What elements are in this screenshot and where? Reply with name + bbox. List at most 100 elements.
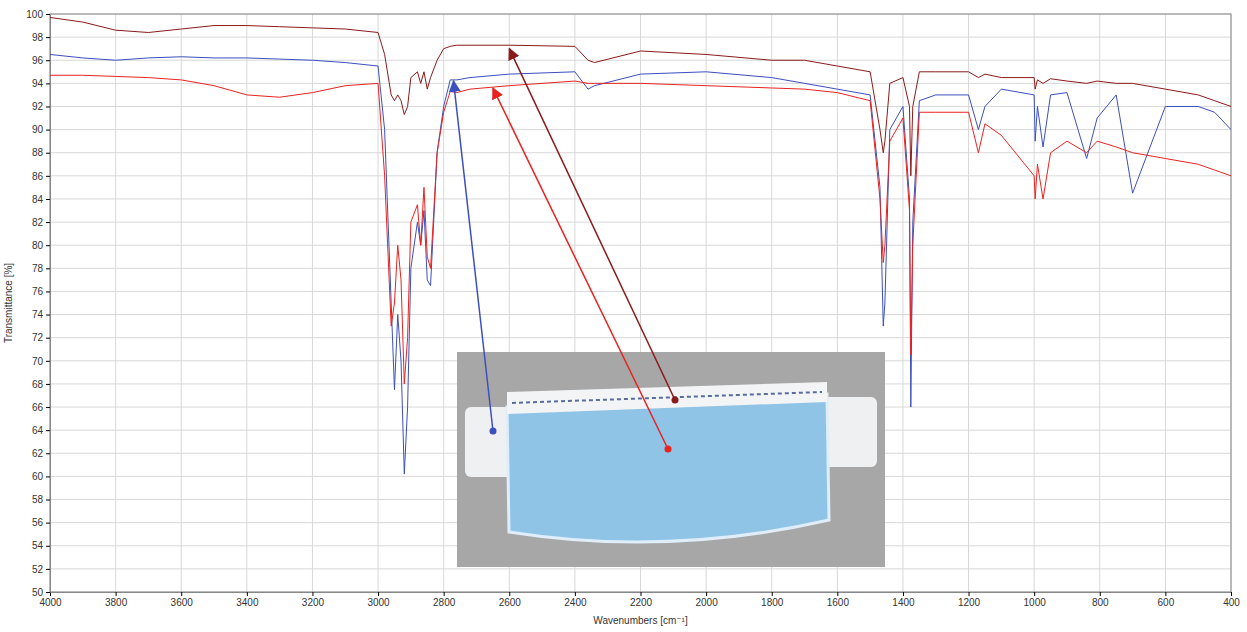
x-tick: 3400 [236, 592, 259, 608]
pointer-dot [665, 446, 672, 453]
y-tick-mark [46, 83, 50, 84]
grid-line-y [50, 222, 1231, 223]
grid-line-x [902, 14, 903, 592]
x-tick-label: 1400 [892, 597, 915, 608]
y-tick-label: 70 [32, 356, 44, 367]
plot-frame [50, 14, 1231, 592]
y-tick: 66 [32, 402, 50, 413]
y-tick-mark [46, 500, 50, 501]
x-tick: 3200 [302, 592, 325, 608]
x-tick-label: 2400 [564, 597, 587, 608]
y-axis-line [46, 15, 51, 593]
y-tick-label: 92 [32, 101, 44, 112]
x-tick: 2400 [564, 592, 587, 608]
y-tick-mark [46, 523, 50, 524]
x-axis-title: Wavenumbers [cm⁻¹] [593, 615, 688, 626]
y-tick-mark [46, 384, 50, 385]
x-tick-label: 3800 [105, 597, 128, 608]
y-tick-label: 80 [32, 240, 44, 251]
y-tick-mark [46, 569, 50, 570]
arrows [454, 49, 679, 453]
y-tick: 62 [32, 448, 50, 459]
y-tick: 84 [32, 194, 50, 205]
x-tick-mark [181, 592, 182, 596]
y-tick: 82 [32, 217, 50, 228]
y-tick-mark [46, 245, 50, 246]
grid-line-x [181, 14, 182, 592]
x-tick-mark [1165, 592, 1166, 596]
y-tick: 76 [32, 286, 50, 297]
y-tick-mark [46, 14, 50, 15]
x-tick-mark [575, 592, 576, 596]
y-tick-label: 56 [32, 517, 44, 528]
x-tick-mark [247, 592, 248, 596]
y-tick: 64 [32, 425, 50, 436]
y-tick-mark [46, 407, 50, 408]
y-tick-mark [46, 153, 50, 154]
x-tick-mark [772, 592, 773, 596]
x-tick: 2000 [695, 592, 718, 608]
y-tick: 78 [32, 263, 50, 274]
y-tick-mark [46, 106, 50, 107]
y-tick: 92 [32, 101, 50, 112]
y-tick: 100 [26, 9, 50, 20]
y-tick-label: 98 [32, 32, 44, 43]
y-tick: 98 [32, 32, 50, 43]
y-tick: 68 [32, 379, 50, 390]
x-tick: 3800 [105, 592, 128, 608]
y-tick-mark [46, 130, 50, 131]
x-tick-label: 2000 [695, 597, 718, 608]
grid-line-y [50, 568, 1231, 569]
x-tick-label: 2600 [499, 597, 522, 608]
y-tick-mark [46, 199, 50, 200]
x-tick-mark [641, 592, 642, 596]
y-tick: 50 [32, 587, 50, 598]
y-tick-label: 86 [32, 171, 44, 182]
x-tick-label: 2200 [630, 597, 653, 608]
y-tick-label: 82 [32, 217, 44, 228]
y-tick: 52 [32, 564, 50, 575]
grid-line-x [443, 14, 444, 592]
y-tick-label: 64 [32, 425, 44, 436]
mask-illustration [457, 352, 885, 567]
x-tick: 1200 [958, 592, 981, 608]
y-tick: 90 [32, 124, 50, 135]
grid-line-y [50, 291, 1231, 292]
y-tick-label: 54 [32, 540, 44, 551]
grid-line-y [50, 60, 1231, 61]
x-axis: 4000380036003400320030002800260024002200… [39, 592, 1240, 608]
y-tick-mark [46, 453, 50, 454]
grid-line-x [246, 14, 247, 592]
y-tick: 74 [32, 309, 50, 320]
y-tick-mark [46, 338, 50, 339]
x-tick-mark [706, 592, 707, 596]
y-tick-mark [46, 291, 50, 292]
y-tick: 80 [32, 240, 50, 251]
y-tick-label: 58 [32, 494, 44, 505]
y-tick-label: 94 [32, 78, 44, 89]
y-tick-mark [46, 37, 50, 38]
y-axis: 5052545658606264666870727476788082848688… [26, 9, 50, 598]
photo-background [457, 352, 885, 567]
x-tick-label: 400 [1223, 597, 1240, 608]
y-tick-mark [46, 476, 50, 477]
x-tick: 1400 [892, 592, 915, 608]
y-tick-mark [46, 60, 50, 61]
y-tick-label: 60 [32, 471, 44, 482]
y-tick-label: 78 [32, 263, 44, 274]
spectrum-line [50, 17, 1231, 175]
y-tick: 54 [32, 540, 50, 551]
x-tick: 2800 [433, 592, 456, 608]
x-tick-mark [378, 592, 379, 596]
x-tick: 1600 [827, 592, 850, 608]
pointer-dot [490, 428, 497, 435]
x-tick-label: 3000 [367, 597, 390, 608]
y-tick-mark [46, 430, 50, 431]
y-tick-label: 62 [32, 448, 44, 459]
grid-line-x [312, 14, 313, 592]
x-tick: 1800 [761, 592, 784, 608]
x-tick-label: 1200 [958, 597, 981, 608]
x-tick-mark [1231, 592, 1232, 596]
mask-seam [512, 392, 822, 403]
grid-line-y [50, 268, 1231, 269]
